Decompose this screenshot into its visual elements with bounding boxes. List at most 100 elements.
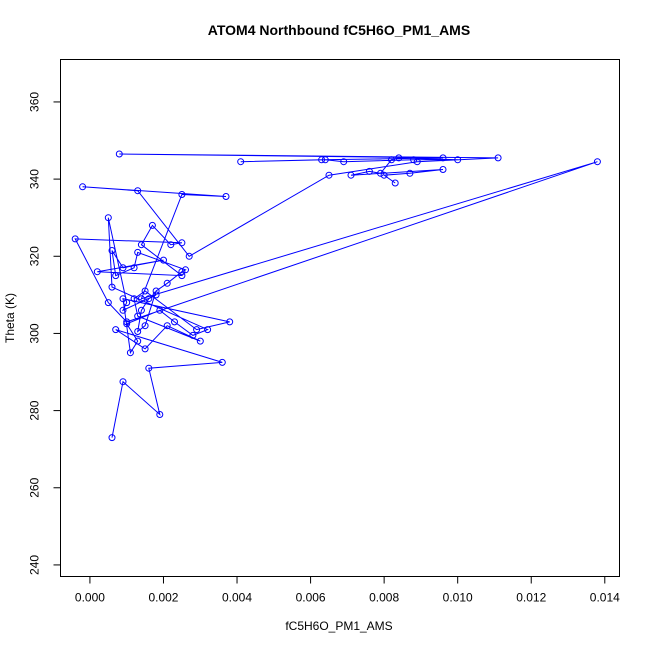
data-point bbox=[318, 156, 326, 164]
data-point bbox=[156, 306, 164, 314]
data-point bbox=[325, 171, 333, 179]
data-point bbox=[119, 295, 127, 303]
data-point bbox=[189, 331, 197, 339]
data-point bbox=[145, 295, 153, 303]
x-tick-label: 0.012 bbox=[516, 591, 546, 605]
x-axis: 0.000 0.002 0.004 0.006 0.008 0.010 0.012 0.014 bbox=[75, 576, 620, 605]
y-tick-label: 340 bbox=[28, 169, 42, 189]
x-tick-label: 0.008 bbox=[369, 591, 399, 605]
data-point bbox=[137, 241, 145, 249]
x-tick-label: 0.010 bbox=[443, 591, 473, 605]
x-tick-label: 0.000 bbox=[75, 591, 105, 605]
series-points-group bbox=[71, 150, 601, 442]
data-point bbox=[167, 241, 175, 249]
data-point bbox=[185, 252, 193, 260]
data-point bbox=[123, 318, 131, 326]
data-point bbox=[439, 154, 447, 162]
data-point bbox=[93, 268, 101, 276]
data-point bbox=[119, 264, 127, 272]
data-point bbox=[137, 306, 145, 314]
data-point bbox=[112, 326, 120, 334]
data-point bbox=[134, 248, 142, 256]
series-line-group bbox=[74, 153, 598, 438]
data-point bbox=[134, 328, 142, 335]
data-point bbox=[134, 312, 142, 320]
data-point bbox=[79, 183, 87, 191]
data-point bbox=[137, 295, 145, 303]
data-point bbox=[123, 320, 131, 328]
data-point bbox=[126, 349, 134, 357]
plot-frame bbox=[60, 59, 620, 577]
data-point bbox=[108, 247, 116, 254]
data-point bbox=[115, 150, 123, 158]
data-point bbox=[104, 299, 112, 307]
data-point bbox=[160, 256, 167, 264]
data-point bbox=[148, 221, 156, 229]
data-point bbox=[222, 193, 230, 200]
data-point bbox=[365, 167, 373, 175]
x-tick-label: 0.014 bbox=[590, 591, 620, 605]
data-point bbox=[152, 291, 160, 299]
data-point bbox=[218, 358, 226, 366]
data-point bbox=[71, 235, 79, 243]
data-point bbox=[178, 239, 186, 247]
data-point bbox=[134, 187, 142, 195]
data-point bbox=[112, 272, 120, 280]
data-point bbox=[204, 326, 212, 334]
data-point bbox=[152, 287, 160, 295]
x-tick-label: 0.004 bbox=[222, 591, 252, 605]
y-tick-label: 320 bbox=[28, 246, 42, 266]
data-point bbox=[171, 318, 178, 326]
data-point bbox=[454, 156, 462, 164]
data-point bbox=[406, 169, 414, 177]
data-point bbox=[156, 411, 164, 418]
data-point bbox=[193, 326, 201, 334]
data-point bbox=[123, 299, 131, 307]
series-line bbox=[74, 153, 598, 438]
data-point bbox=[141, 322, 149, 330]
data-point bbox=[377, 169, 384, 177]
data-point bbox=[145, 364, 153, 372]
data-point bbox=[593, 158, 601, 166]
y-tick-label: 280 bbox=[28, 400, 42, 420]
y-tick-label: 360 bbox=[28, 92, 42, 112]
data-point bbox=[196, 337, 204, 345]
data-point bbox=[410, 156, 418, 164]
data-point bbox=[178, 272, 186, 280]
data-point bbox=[321, 156, 329, 164]
y-tick-label: 260 bbox=[28, 477, 42, 497]
data-point bbox=[494, 154, 502, 162]
data-point bbox=[439, 166, 447, 173]
data-point bbox=[163, 322, 171, 330]
data-point bbox=[104, 214, 112, 222]
data-point bbox=[119, 306, 127, 314]
chart-title: ATOM4 Northbound fC5H6O_PM1_AMS bbox=[208, 22, 470, 38]
data-point bbox=[395, 154, 403, 162]
y-tick-label: 300 bbox=[28, 323, 42, 343]
data-point bbox=[340, 158, 348, 166]
data-point bbox=[130, 295, 138, 303]
x-tick-label: 0.002 bbox=[148, 591, 178, 605]
data-point bbox=[347, 171, 355, 179]
y-axis-label: Theta (K) bbox=[3, 293, 17, 343]
data-point bbox=[413, 158, 421, 166]
y-axis: 240 260 280 300 320 340 360 bbox=[28, 92, 61, 575]
data-point bbox=[134, 337, 142, 345]
data-point bbox=[226, 318, 234, 326]
data-point bbox=[178, 191, 186, 198]
x-axis-label: fC5H6O_PM1_AMS bbox=[285, 619, 392, 633]
data-point bbox=[237, 158, 245, 166]
y-tick-label: 240 bbox=[28, 555, 42, 575]
data-point bbox=[388, 156, 395, 164]
data-point bbox=[130, 264, 138, 272]
data-point bbox=[178, 268, 186, 276]
data-point bbox=[163, 279, 171, 287]
data-point bbox=[141, 345, 149, 353]
data-point bbox=[119, 378, 127, 386]
data-point bbox=[182, 266, 189, 274]
x-tick-label: 0.006 bbox=[296, 591, 326, 605]
data-point bbox=[380, 171, 388, 179]
data-point bbox=[108, 283, 116, 291]
